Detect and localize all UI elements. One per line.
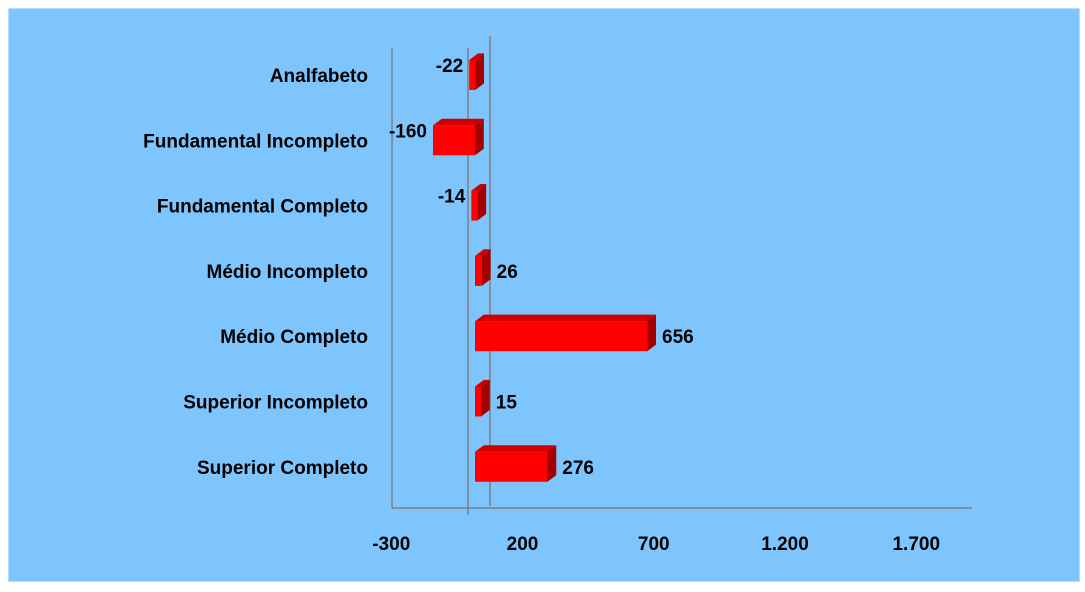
data-label: 276	[562, 458, 594, 479]
x-tick-label: 200	[507, 534, 539, 555]
category-label: Superior Incompleto	[183, 393, 368, 414]
data-label: 656	[662, 327, 694, 348]
chart-area	[8, 8, 1080, 582]
data-label: 26	[497, 262, 518, 283]
bar-top	[475, 379, 490, 387]
x-tick-label: 700	[638, 534, 670, 555]
bar-top	[433, 118, 484, 126]
bar-side	[481, 379, 490, 417]
data-label: -160	[389, 121, 427, 142]
bar-side	[477, 184, 487, 221]
bar-top	[475, 249, 491, 256]
category-label: Fundamental Completo	[157, 197, 368, 218]
data-label: -14	[438, 187, 466, 208]
category-label: Médio Completo	[220, 327, 368, 348]
bar-front	[469, 60, 476, 90]
bar-front	[471, 190, 478, 221]
bar-front	[475, 451, 548, 482]
category-label: Superior Completo	[197, 458, 368, 479]
bar-front	[475, 321, 648, 352]
data-label: 15	[496, 393, 518, 414]
data-label: -22	[436, 56, 463, 77]
bar-top	[471, 184, 487, 191]
x-tick-label: -300	[372, 534, 410, 555]
bar-side	[481, 249, 491, 286]
bar-side	[547, 445, 557, 482]
bar-top	[469, 53, 485, 60]
x-tick-label: 1.700	[892, 534, 940, 555]
x-tick-label: 1.200	[761, 534, 809, 555]
bar-top	[475, 314, 656, 322]
bar-front	[433, 125, 475, 156]
bar-side	[647, 314, 656, 352]
category-label: Fundamental Incompleto	[143, 131, 368, 152]
bar-top	[475, 445, 557, 452]
category-label: Médio Incompleto	[207, 262, 369, 283]
bar-front	[475, 386, 481, 417]
category-label: Analfabeto	[270, 66, 368, 87]
bar-side	[475, 53, 485, 90]
bar-front	[475, 255, 482, 286]
bar-side	[475, 118, 484, 156]
